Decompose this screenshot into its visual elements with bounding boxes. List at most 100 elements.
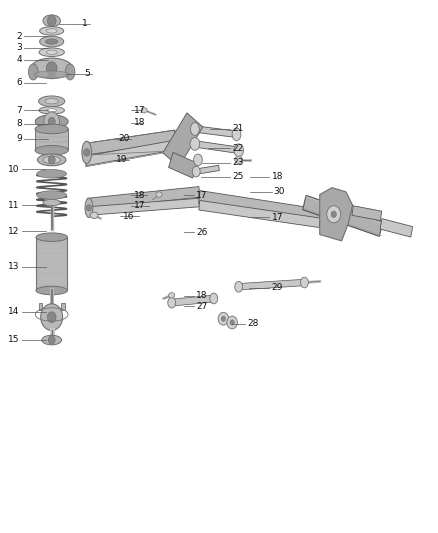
Circle shape	[48, 156, 55, 164]
Ellipse shape	[47, 109, 57, 112]
Text: 11: 11	[8, 201, 20, 209]
Ellipse shape	[45, 99, 58, 104]
Circle shape	[48, 336, 55, 344]
Ellipse shape	[141, 108, 147, 113]
Circle shape	[227, 316, 237, 329]
Polygon shape	[199, 200, 320, 228]
Text: 25: 25	[232, 173, 244, 181]
Polygon shape	[194, 141, 239, 154]
Ellipse shape	[168, 297, 176, 308]
Text: 18: 18	[272, 173, 283, 181]
Circle shape	[41, 304, 63, 330]
Ellipse shape	[31, 58, 73, 78]
Ellipse shape	[46, 50, 57, 54]
Ellipse shape	[190, 138, 200, 150]
Text: 1: 1	[82, 20, 88, 28]
Ellipse shape	[192, 166, 200, 177]
Ellipse shape	[47, 75, 56, 79]
Text: 26: 26	[196, 228, 208, 237]
Ellipse shape	[90, 212, 98, 219]
Polygon shape	[194, 126, 237, 138]
Ellipse shape	[36, 233, 67, 241]
Ellipse shape	[39, 48, 64, 56]
Ellipse shape	[46, 39, 58, 44]
Ellipse shape	[37, 169, 67, 178]
Text: 28: 28	[247, 319, 259, 328]
Polygon shape	[61, 303, 65, 310]
Text: 14: 14	[8, 308, 20, 316]
Text: 8: 8	[16, 119, 22, 128]
Text: 30: 30	[274, 188, 285, 196]
Polygon shape	[85, 140, 176, 166]
Text: 9: 9	[16, 134, 22, 143]
Ellipse shape	[35, 124, 68, 134]
Ellipse shape	[39, 36, 64, 47]
Text: 19: 19	[116, 156, 127, 164]
Ellipse shape	[35, 146, 68, 155]
Text: 5: 5	[84, 69, 90, 78]
Polygon shape	[39, 303, 42, 310]
Ellipse shape	[194, 154, 202, 166]
Text: 6: 6	[16, 78, 22, 87]
Text: 17: 17	[196, 191, 208, 199]
Polygon shape	[198, 191, 321, 222]
Circle shape	[47, 312, 56, 322]
Ellipse shape	[37, 154, 66, 166]
Text: 16: 16	[123, 212, 134, 221]
Circle shape	[327, 206, 341, 223]
Text: 18: 18	[134, 191, 145, 199]
Text: 4: 4	[16, 55, 22, 64]
Ellipse shape	[235, 281, 243, 292]
Text: 17: 17	[134, 201, 145, 210]
Polygon shape	[239, 279, 304, 290]
Ellipse shape	[85, 198, 93, 217]
Ellipse shape	[232, 128, 241, 141]
Text: 2: 2	[16, 32, 22, 41]
Circle shape	[47, 15, 56, 26]
Polygon shape	[85, 130, 176, 155]
Text: 21: 21	[232, 125, 244, 133]
Ellipse shape	[39, 27, 64, 35]
Text: 20: 20	[118, 134, 130, 143]
Polygon shape	[87, 187, 200, 209]
Ellipse shape	[42, 335, 61, 345]
Text: 22: 22	[232, 144, 244, 152]
Text: 12: 12	[8, 227, 20, 236]
Text: 10: 10	[8, 165, 20, 174]
Text: 29: 29	[272, 284, 283, 292]
Polygon shape	[170, 295, 215, 306]
Text: 17: 17	[134, 106, 145, 115]
Text: 18: 18	[196, 292, 208, 300]
Ellipse shape	[46, 29, 57, 33]
Polygon shape	[320, 188, 353, 241]
Ellipse shape	[82, 141, 92, 164]
Polygon shape	[352, 206, 381, 221]
Ellipse shape	[191, 123, 199, 135]
Text: 23: 23	[232, 158, 244, 167]
Text: 7: 7	[16, 106, 22, 115]
Ellipse shape	[43, 199, 60, 206]
Polygon shape	[380, 219, 413, 237]
Ellipse shape	[210, 293, 218, 304]
Ellipse shape	[40, 59, 63, 65]
Ellipse shape	[28, 64, 38, 80]
Text: 17: 17	[272, 213, 283, 222]
Polygon shape	[36, 237, 67, 290]
Ellipse shape	[169, 293, 175, 298]
Circle shape	[44, 112, 60, 131]
Polygon shape	[169, 152, 197, 178]
Circle shape	[221, 316, 226, 321]
Text: 3: 3	[16, 44, 22, 52]
Circle shape	[84, 149, 90, 156]
Ellipse shape	[39, 96, 65, 107]
Polygon shape	[196, 165, 219, 174]
Ellipse shape	[65, 64, 75, 80]
Text: 27: 27	[196, 302, 208, 311]
Polygon shape	[303, 196, 383, 236]
Ellipse shape	[156, 192, 162, 197]
Ellipse shape	[43, 15, 60, 27]
Text: 13: 13	[8, 262, 20, 271]
Ellipse shape	[35, 115, 68, 128]
Circle shape	[48, 117, 55, 126]
Ellipse shape	[300, 277, 308, 288]
